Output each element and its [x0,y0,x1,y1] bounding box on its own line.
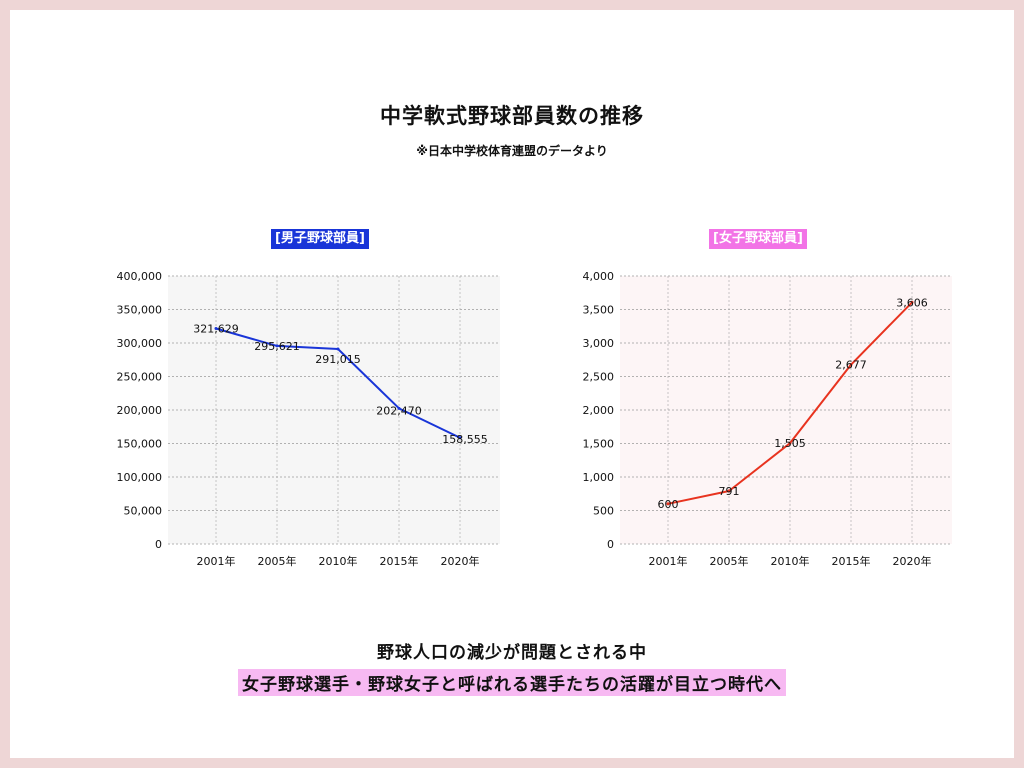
data-point [849,363,853,367]
y-tick-label: 50,000 [124,505,163,518]
data-label: 295,621 [254,340,300,353]
data-label: 321,629 [193,323,239,336]
y-tick-label: 100,000 [117,471,163,484]
page-title: 中学軟式野球部員数の推移 [380,104,644,128]
data-point [666,502,670,506]
x-tick-label: 2001年 [197,554,236,568]
data-label: 291,015 [315,353,361,366]
data-point [214,327,218,331]
y-tick-label: 1,000 [583,471,615,484]
y-tick-label: 400,000 [117,270,163,283]
slide: 中学軟式野球部員数の推移 ※日本中学校体育連盟のデータより [男子野球部員] [… [10,10,1014,758]
y-tick-label: 0 [607,538,614,551]
girls-chart-title: [女子野球部員] [709,229,807,249]
x-tick-label: 2010年 [771,554,810,568]
y-tick-label: 0 [155,538,162,551]
x-tick-label: 2010年 [319,554,358,568]
data-label: 600 [658,498,679,511]
data-label: 3,606 [896,296,928,309]
x-tick-label: 2020年 [441,554,480,568]
y-tick-label: 1,500 [583,438,615,451]
y-tick-label: 250,000 [117,371,163,384]
data-point [788,441,792,445]
x-tick-label: 2001年 [649,554,688,568]
x-tick-label: 2005年 [258,554,297,568]
y-tick-label: 3,500 [583,304,615,317]
x-tick-label: 2005年 [710,554,749,568]
data-label: 202,470 [376,404,422,417]
data-point [397,406,401,410]
data-label: 158,555 [442,433,488,446]
y-tick-label: 350,000 [117,304,163,317]
y-tick-label: 2,500 [583,371,615,384]
data-point [910,300,914,304]
boys-line-chart: 400,000 350,000 300,000 250,000 200,000 150,0… [117,270,500,568]
y-tick-label: 3,000 [583,337,615,350]
y-tick-label: 200,000 [117,404,163,417]
data-point [458,436,462,440]
x-tick-label: 2020年 [893,554,932,568]
y-tick-label: 500 [593,505,614,518]
data-label: 791 [719,485,740,498]
data-point [336,347,340,351]
boys-chart-title: [男子野球部員] [271,229,369,249]
x-tick-label: 2015年 [832,554,871,568]
data-point [727,489,731,493]
page-subtitle: ※日本中学校体育連盟のデータより [416,144,608,158]
y-tick-label: 300,000 [117,337,163,350]
caption: 野球人口の減少が問題とされる中 [377,643,647,663]
y-tick-label: 150,000 [117,438,163,451]
girls-line-chart: 4,000 3,500 3,000 2,500 2,000 1,500 1,000 500 0 2… [583,270,952,568]
x-tick-label: 2015年 [380,554,419,568]
data-label: 1,505 [774,437,806,450]
y-tick-label: 2,000 [583,404,615,417]
data-label: 2,677 [835,359,867,372]
y-tick-label: 4,000 [583,270,615,283]
data-point [275,344,279,348]
highlight-text: 女子野球選手・野球女子と呼ばれる選手たちの活躍が目立つ時代へ [238,669,786,696]
